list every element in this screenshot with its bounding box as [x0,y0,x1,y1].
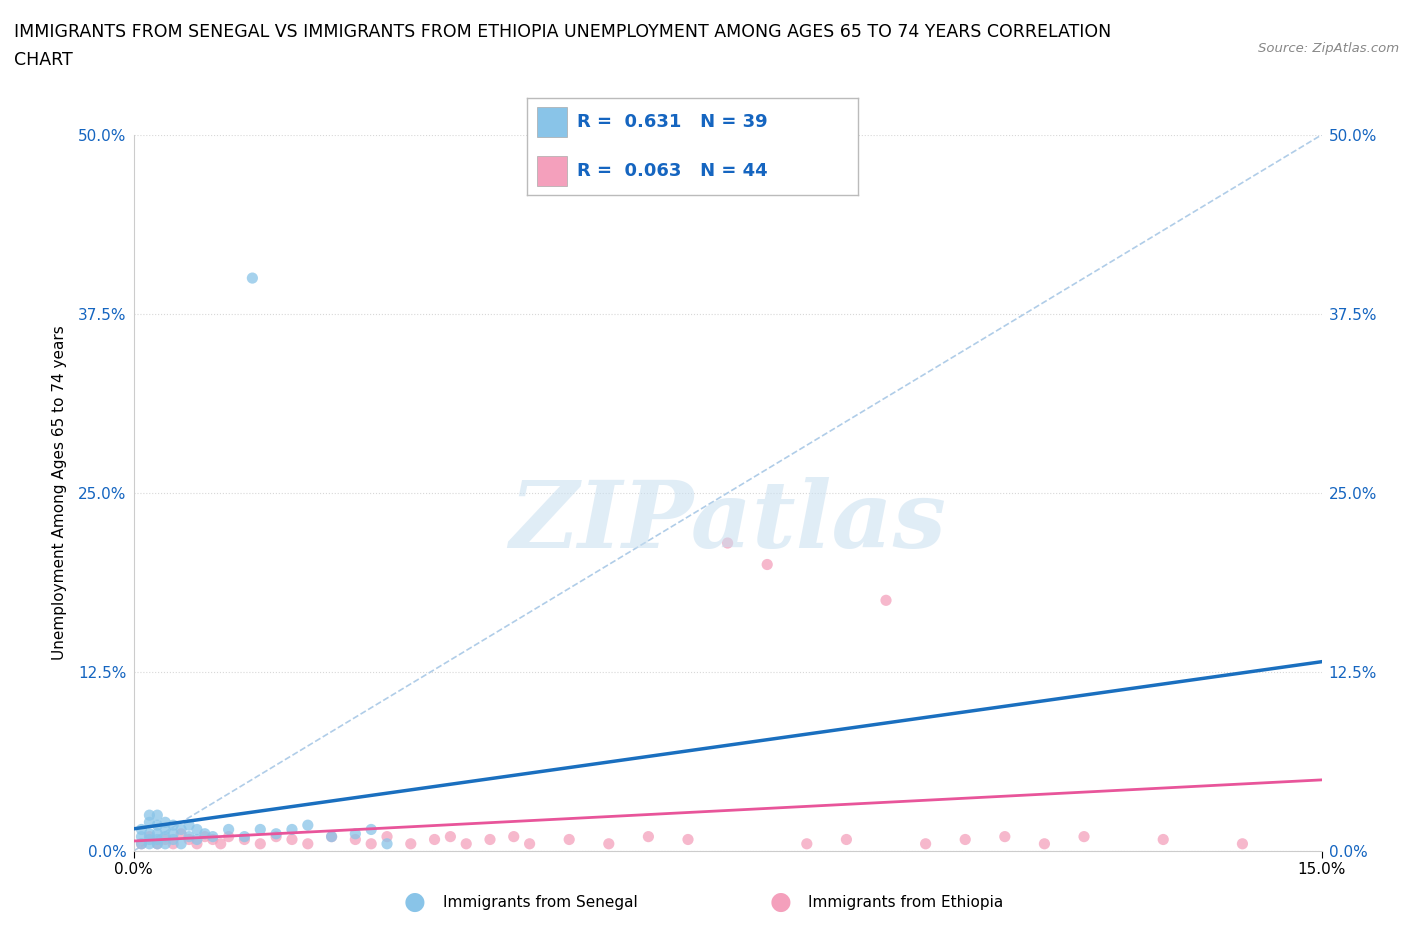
Text: Immigrants from Senegal: Immigrants from Senegal [443,895,638,910]
Point [242,271,264,286]
Point [519,836,541,851]
Point [1152,832,1174,847]
Point [321,830,343,844]
Point [155,822,177,837]
Point [558,832,581,847]
Point [186,832,208,847]
Point [146,827,169,842]
Point [138,807,160,823]
Point [478,832,502,847]
Point [138,832,160,847]
Point [155,830,177,844]
Point [344,827,367,842]
Point [264,827,287,842]
Point [138,830,160,844]
Point [131,836,153,851]
Point [1232,836,1254,851]
Point [756,557,779,572]
Point [177,830,200,844]
Point [375,830,398,844]
Point [131,836,153,851]
Point [146,807,169,823]
Point [875,593,897,608]
Text: R =  0.063   N = 44: R = 0.063 N = 44 [576,162,768,179]
Text: R =  0.631   N = 39: R = 0.631 N = 39 [576,113,768,131]
Text: ●: ● [769,890,792,914]
Point [264,830,287,844]
Point [155,815,177,830]
Point [233,830,256,844]
Point [131,830,153,844]
Point [170,822,193,837]
Text: ZIPatlas: ZIPatlas [509,476,946,566]
Point [146,832,169,847]
Point [209,836,232,851]
Point [194,827,217,842]
Point [598,836,620,851]
Bar [537,156,567,186]
Point [914,836,936,851]
Text: Immigrants from Ethiopia: Immigrants from Ethiopia [808,895,1004,910]
Point [194,830,217,844]
Point [249,836,271,851]
Point [131,822,153,837]
Point [138,836,160,851]
Point [177,832,200,847]
Point [297,817,319,832]
Point [177,817,200,832]
Point [138,815,160,830]
Point [281,822,304,837]
Point [796,836,818,851]
Point [360,836,382,851]
Point [162,836,184,851]
Point [186,836,208,851]
Point [146,836,169,851]
Point [344,832,367,847]
Bar [537,108,567,137]
Point [249,822,271,837]
Point [155,836,177,851]
Y-axis label: Unemployment Among Ages 65 to 74 years: Unemployment Among Ages 65 to 74 years [52,326,67,660]
Point [186,822,208,837]
Point [994,830,1017,844]
Point [953,832,976,847]
Point [423,832,446,847]
Point [1033,836,1056,851]
Point [360,822,382,837]
Point [155,832,177,847]
Text: IMMIGRANTS FROM SENEGAL VS IMMIGRANTS FROM ETHIOPIA UNEMPLOYMENT AMONG AGES 65 T: IMMIGRANTS FROM SENEGAL VS IMMIGRANTS FR… [14,23,1111,41]
Text: CHART: CHART [14,51,73,69]
Point [637,830,659,844]
Point [835,832,858,847]
Point [375,836,398,851]
Point [162,817,184,832]
Point [281,832,304,847]
Text: ●: ● [404,890,426,914]
Point [162,827,184,842]
Point [321,830,343,844]
Point [399,836,422,851]
Text: Source: ZipAtlas.com: Source: ZipAtlas.com [1258,42,1399,55]
Point [201,832,224,847]
Point [170,827,193,842]
Point [138,827,160,842]
Point [297,836,319,851]
Point [233,832,256,847]
Point [218,830,240,844]
Point [439,830,461,844]
Point [146,836,169,851]
Point [201,830,224,844]
Point [1073,830,1095,844]
Point [218,822,240,837]
Point [170,836,193,851]
Point [162,832,184,847]
Point [717,536,740,551]
Point [146,817,169,832]
Point [456,836,478,851]
Point [502,830,524,844]
Point [676,832,699,847]
